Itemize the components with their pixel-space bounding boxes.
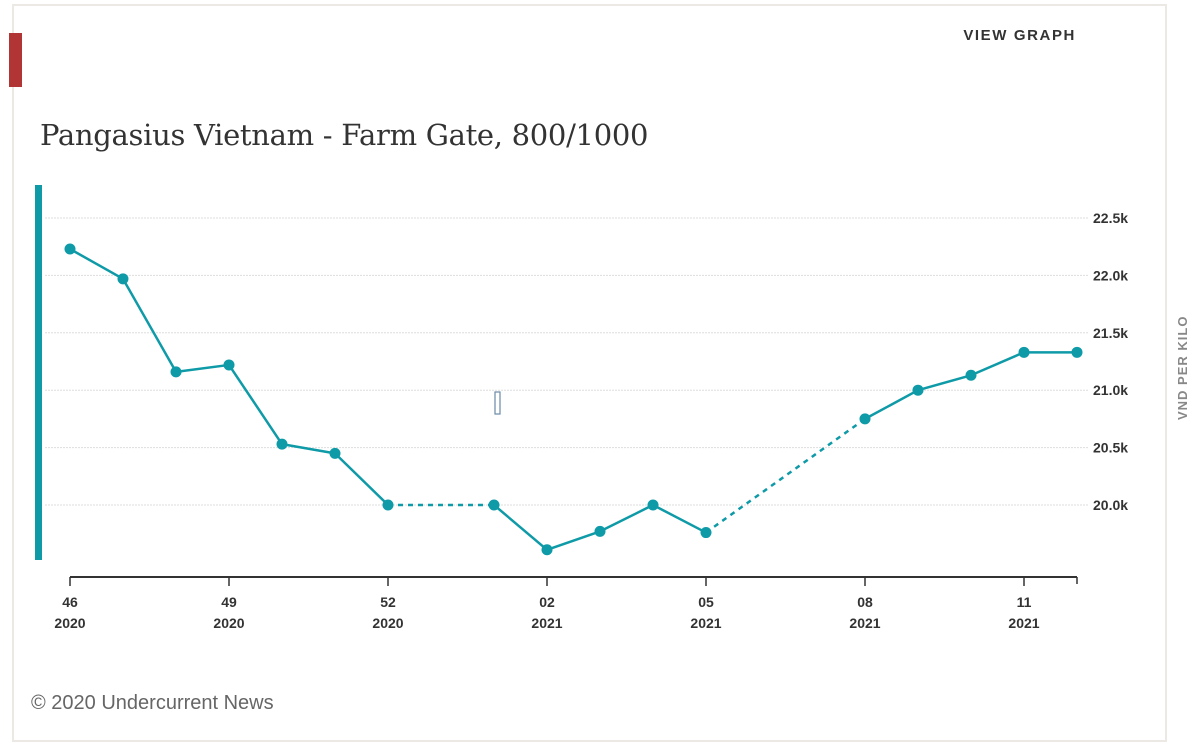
data-point — [64, 243, 76, 255]
series-indicator-bar — [35, 185, 42, 560]
series-segment — [599, 503, 654, 533]
text-cursor-icon — [494, 391, 501, 415]
y-tick-label: 21.0k — [1093, 382, 1128, 398]
series-segment — [917, 374, 972, 392]
series-gap-segment — [705, 417, 866, 534]
x-tick-week: 49 — [221, 594, 237, 610]
series-segment — [227, 364, 284, 445]
x-tick-week: 08 — [857, 594, 873, 610]
data-point — [965, 369, 977, 381]
x-tick-year: 2020 — [54, 615, 85, 631]
series-segment — [121, 278, 178, 373]
data-point — [594, 525, 606, 537]
accent-bar — [9, 33, 22, 87]
data-point — [329, 447, 341, 459]
y-tick-label: 20.0k — [1093, 497, 1128, 513]
view-graph-link[interactable]: VIEW GRAPH — [963, 27, 1076, 44]
chart-title: Pangasius Vietnam - Farm Gate, 800/1000 — [40, 118, 649, 152]
x-tick-week: 11 — [1017, 594, 1032, 610]
data-point — [647, 499, 659, 511]
copyright: © 2020 Undercurrent News — [31, 692, 274, 714]
data-point — [912, 384, 924, 396]
x-tick-week: 02 — [539, 594, 555, 610]
x-tick-year: 2021 — [531, 615, 562, 631]
x-tick-year: 2021 — [849, 615, 880, 631]
data-point — [488, 499, 500, 511]
series-segment — [175, 363, 230, 374]
data-point — [382, 499, 394, 511]
data-point — [1071, 346, 1083, 358]
series-segment — [546, 530, 601, 551]
series-segment — [69, 247, 124, 280]
x-tick-week: 46 — [62, 594, 78, 610]
series-segment — [281, 442, 336, 455]
data-point — [276, 438, 288, 450]
x-tick-week: 05 — [698, 594, 714, 610]
data-point — [541, 544, 553, 556]
x-tick-week: 52 — [380, 594, 396, 610]
data-point — [170, 366, 182, 378]
data-point — [223, 359, 235, 371]
series-segment — [864, 389, 919, 420]
data-point — [700, 527, 712, 539]
data-point — [859, 413, 871, 425]
series-segment — [493, 504, 548, 551]
data-point — [1018, 346, 1030, 358]
y-tick-label: 20.5k — [1093, 440, 1128, 456]
y-tick-label: 22.5k — [1093, 210, 1128, 226]
series-segment — [652, 503, 707, 534]
card-frame — [12, 4, 1167, 742]
x-tick-year: 2021 — [1008, 615, 1039, 631]
y-tick-label: 21.5k — [1093, 325, 1128, 341]
y-tick-label: 22.0k — [1093, 267, 1128, 283]
data-point — [117, 273, 129, 285]
series-segment — [334, 452, 389, 506]
x-tick-year: 2020 — [213, 615, 244, 631]
y-axis-label: VND PER KILO — [1175, 316, 1190, 420]
x-tick-year: 2020 — [372, 615, 403, 631]
series-segment — [970, 351, 1025, 377]
x-tick-year: 2021 — [690, 615, 721, 631]
